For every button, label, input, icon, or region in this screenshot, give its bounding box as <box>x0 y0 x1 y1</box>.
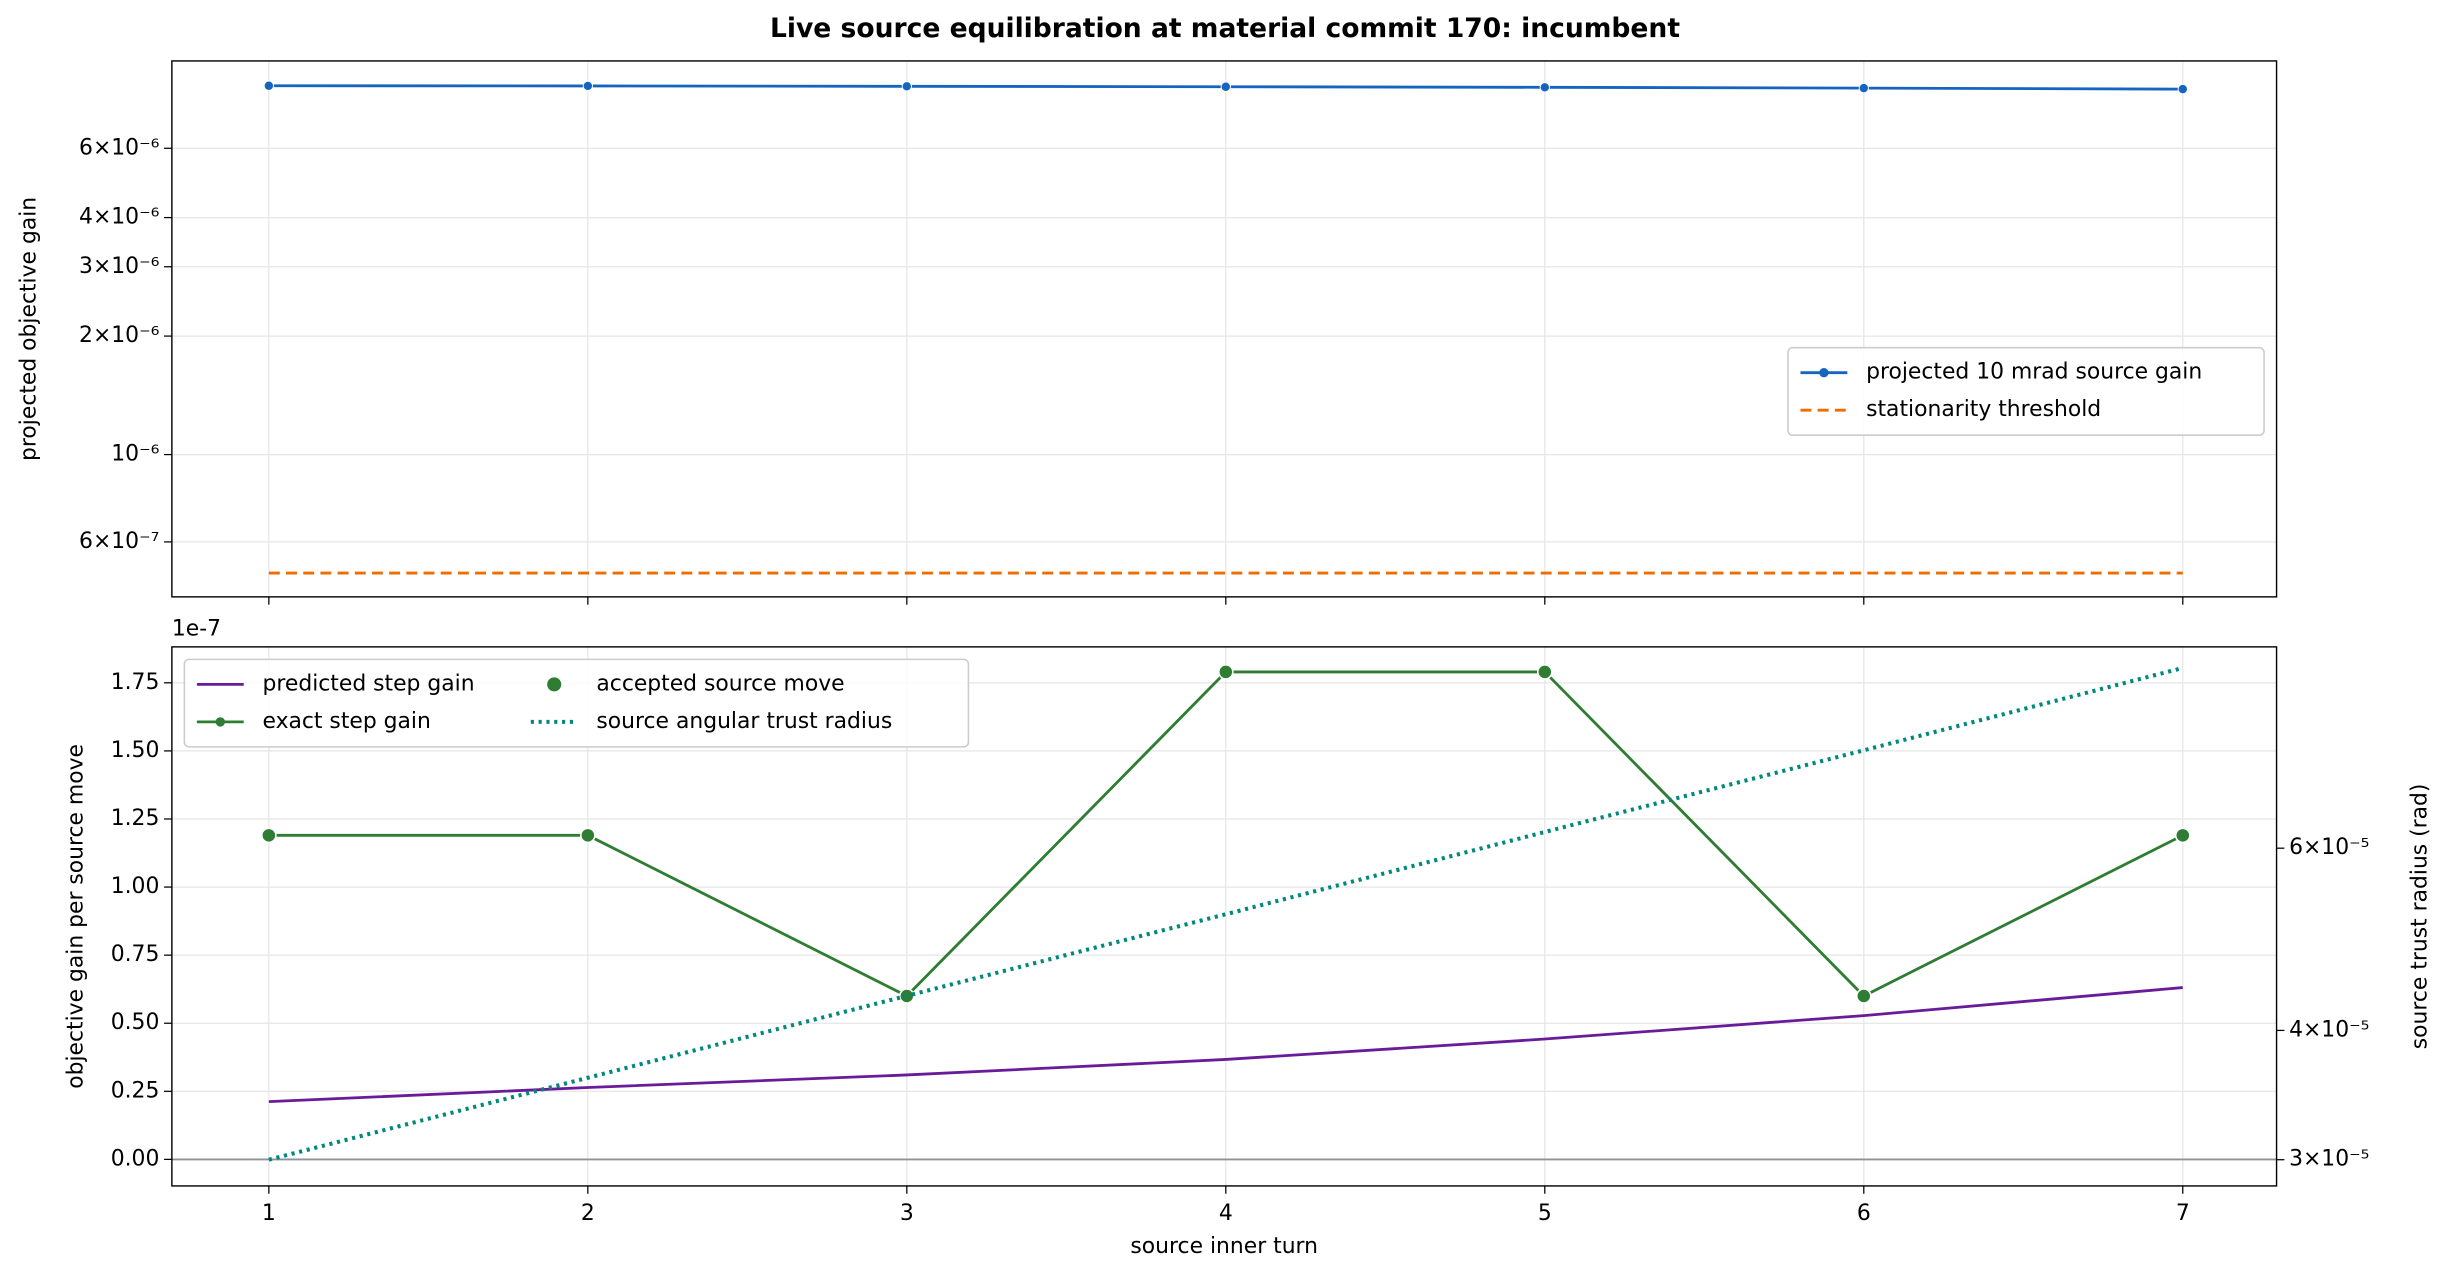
line-marker <box>582 80 593 92</box>
y-tick-label: 1.50 <box>111 738 160 763</box>
plot-frame <box>171 646 2278 1187</box>
line-marker <box>1858 82 1869 94</box>
y-tick-label: 2×10⁻⁶ <box>79 323 160 348</box>
series-line <box>268 986 2183 1104</box>
legend-marker <box>547 677 562 692</box>
y-tick-label: 6×10⁻⁷ <box>79 529 159 554</box>
y-tick-label: 1.25 <box>111 806 160 831</box>
legend-label: projected 10 mrad source gain <box>1866 360 2202 385</box>
series-line <box>268 665 2184 1162</box>
scatter-point <box>1855 988 1872 1004</box>
scatter-point <box>261 827 277 844</box>
x-tick-label: 6 <box>1857 1201 1871 1226</box>
scatter-point <box>1218 664 1234 680</box>
line-marker <box>2177 83 2188 95</box>
x-tick-label: 1 <box>262 1201 276 1226</box>
line-marker <box>901 81 912 92</box>
figure-title: Live source equilibration at material co… <box>770 13 1680 44</box>
scatter-point <box>1536 664 1553 680</box>
x-tick-label: 5 <box>1538 1201 1552 1226</box>
y-tick-label: 3×10⁻⁶ <box>79 254 160 279</box>
legend-box <box>1787 346 2265 436</box>
scatter-point <box>2174 827 2191 844</box>
line-marker <box>263 80 275 91</box>
legend-label: exact step gain <box>263 709 431 734</box>
y2-axis-label: source trust radius (rad) <box>2407 784 2432 1050</box>
y-tick-label: 0.75 <box>111 942 160 967</box>
x-tick-label: 3 <box>900 1201 914 1226</box>
y-tick-label: 0.25 <box>111 1078 160 1103</box>
legend-label: accepted source move <box>596 671 844 696</box>
y-tick-label: 0.50 <box>111 1010 160 1035</box>
y-tick-label: 0.00 <box>111 1146 160 1171</box>
legend-marker <box>215 717 226 727</box>
y-tick-label: 6×10⁻⁶ <box>79 135 160 160</box>
y2-tick-label: 3×10⁻⁵ <box>2289 1147 2369 1172</box>
y-tick-label: 1.00 <box>111 874 160 899</box>
legend-marker <box>1819 367 1829 378</box>
line-marker <box>1539 82 1550 93</box>
x-tick-label: 4 <box>1219 1201 1233 1226</box>
y-axis-label: projected objective gain <box>17 197 42 461</box>
x-tick-label: 2 <box>581 1201 595 1226</box>
y-tick-label: 10⁻⁶ <box>111 442 159 467</box>
x-axis-label: source inner turn <box>1130 1234 1318 1259</box>
plot-frame <box>171 60 2278 598</box>
legend-label: source angular trust radius <box>596 709 892 734</box>
y2-tick-label: 6×10⁻⁵ <box>2289 835 2369 860</box>
legend-label: predicted step gain <box>263 671 475 696</box>
line-marker <box>1220 81 1231 92</box>
y-tick-label: 1.75 <box>111 670 160 695</box>
y-tick-label: 4×10⁻⁶ <box>79 205 160 230</box>
y2-tick-label: 4×10⁻⁵ <box>2289 1017 2369 1042</box>
legend-box <box>183 658 970 748</box>
y-axis-label: objective gain per source move <box>64 744 89 1089</box>
scatter-point <box>580 827 596 844</box>
x-tick-label: 7 <box>2176 1201 2190 1226</box>
offset-label: 1e-7 <box>172 617 221 642</box>
legend-label: stationarity threshold <box>1866 397 2101 422</box>
